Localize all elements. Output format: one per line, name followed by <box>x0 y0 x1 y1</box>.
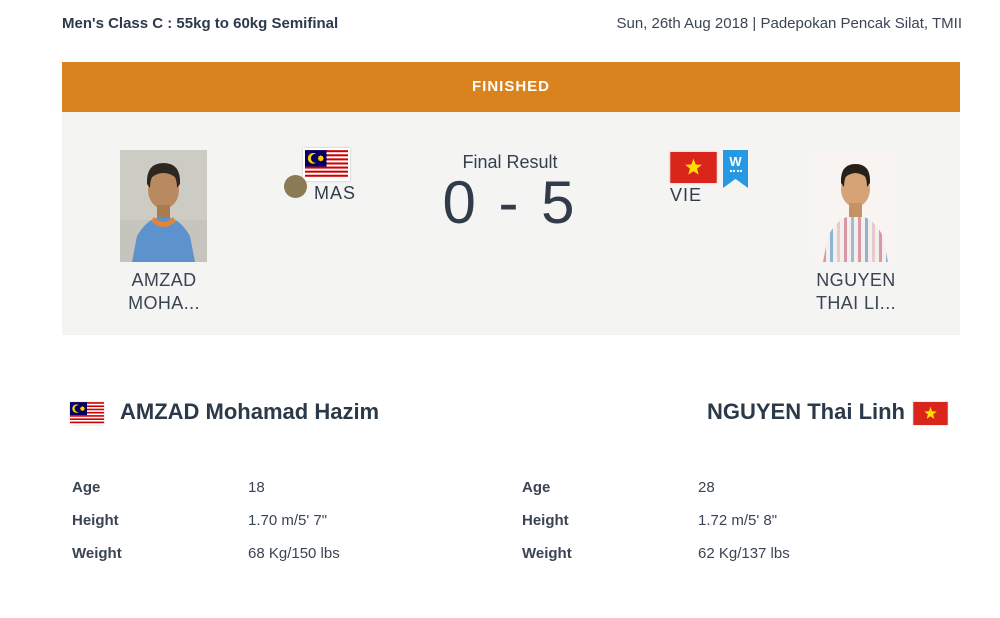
stat-value-left-height: 1.70 m/5' 7" <box>248 512 328 529</box>
athlete-short-name-left[interactable]: AMZAD MOHA... <box>89 269 239 315</box>
player-full-name-left[interactable]: AMZAD Mohamad Hazim <box>120 399 380 424</box>
malaysia-flag-small-icon <box>70 402 104 425</box>
event-date-venue: Sun, 26th Aug 2018 | Padepokan Pencak Si… <box>616 15 962 32</box>
athlete-portrait-left-image <box>120 150 207 262</box>
vietnam-flag-small-icon <box>913 402 948 425</box>
player-full-name-right[interactable]: NGUYEN Thai Linh <box>707 399 905 424</box>
stat-value-right-age: 28 <box>698 479 715 496</box>
stat-label-left-height: Height <box>72 512 119 529</box>
athlete-short-name-left-line1: AMZAD <box>131 270 197 290</box>
event-title: Men's Class C : 55kg to 60kg Semifinal <box>62 15 339 32</box>
status-banner: FINISHED <box>62 62 960 112</box>
winner-badge-letter: W <box>729 154 742 169</box>
stat-value-right-weight: 62 Kg/137 lbs <box>698 545 790 562</box>
stat-value-left-age: 18 <box>248 479 265 496</box>
athlete-photo-right[interactable] <box>813 152 898 262</box>
result-panel <box>62 112 960 335</box>
stat-value-left-weight: 68 Kg/150 lbs <box>248 545 340 562</box>
athlete-short-name-right-line2: THAI LI... <box>815 293 897 313</box>
athlete-portrait-right-image <box>813 152 898 262</box>
final-score: 0 - 5 <box>442 169 578 236</box>
athlete-short-name-left-line2: MOHA... <box>128 293 200 313</box>
malaysia-flag-icon <box>303 148 350 181</box>
noc-code-right: VIE <box>670 185 703 205</box>
stat-value-right-height: 1.72 m/5' 8" <box>698 512 778 529</box>
bronze-medal-dot-icon <box>284 175 307 198</box>
stat-label-right-weight: Weight <box>522 545 572 562</box>
stat-label-left-weight: Weight <box>72 545 122 562</box>
stat-label-right-age: Age <box>522 479 551 496</box>
winner-badge-dots <box>729 170 742 172</box>
vietnam-flag-icon <box>670 152 717 183</box>
athlete-photo-left[interactable] <box>120 150 207 262</box>
stat-label-left-age: Age <box>72 479 101 496</box>
athlete-short-name-right-line1: NGUYEN <box>816 270 896 290</box>
noc-code-left: MAS <box>314 183 357 203</box>
stat-label-right-height: Height <box>522 512 569 529</box>
final-result-label: Final Result <box>462 152 558 172</box>
athlete-short-name-right[interactable]: NGUYEN THAI LI... <box>781 269 931 315</box>
